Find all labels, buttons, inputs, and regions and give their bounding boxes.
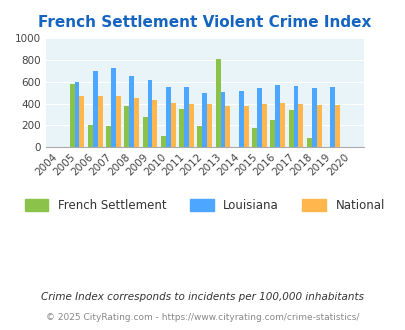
Bar (334, 105, 339, 147)
Bar (183, 87, 188, 147)
Bar (243, 106, 248, 147)
Bar (179, 109, 183, 147)
Bar (165, 87, 171, 147)
Bar (134, 98, 139, 147)
Bar (298, 104, 303, 147)
Bar (75, 82, 79, 147)
Bar (160, 136, 165, 147)
Bar (293, 86, 298, 147)
Bar (197, 126, 202, 147)
Bar (279, 103, 284, 147)
Bar (188, 104, 194, 147)
Legend: French Settlement, Louisiana, National: French Settlement, Louisiana, National (20, 194, 388, 217)
Bar (93, 71, 98, 147)
Title: French Settlement Violent Crime Index: French Settlement Violent Crime Index (38, 15, 371, 30)
Bar (129, 76, 134, 147)
Bar (238, 91, 243, 147)
Bar (316, 105, 321, 147)
Bar (270, 120, 275, 147)
Bar (98, 96, 102, 147)
Bar (124, 106, 129, 147)
Bar (220, 91, 225, 147)
Bar (152, 100, 157, 147)
Text: Crime Index corresponds to incidents per 100,000 inhabitants: Crime Index corresponds to incidents per… (41, 292, 364, 302)
Bar (207, 104, 212, 147)
Bar (142, 117, 147, 147)
Bar (252, 128, 256, 147)
Bar (106, 126, 111, 147)
Bar (256, 88, 261, 147)
Bar (202, 93, 207, 147)
Bar (116, 96, 121, 147)
Bar (171, 103, 175, 147)
Bar (311, 88, 316, 147)
Bar (79, 96, 84, 147)
Bar (215, 59, 220, 147)
Bar (306, 138, 311, 147)
Bar (288, 110, 293, 147)
Bar (261, 104, 266, 147)
Bar (87, 125, 93, 147)
Bar (147, 80, 152, 147)
Bar (111, 68, 116, 147)
Bar (275, 85, 279, 147)
Bar (69, 84, 75, 147)
Bar (225, 106, 230, 147)
Text: © 2025 CityRating.com - https://www.cityrating.com/crime-statistics/: © 2025 CityRating.com - https://www.city… (46, 313, 359, 322)
Bar (329, 87, 334, 147)
